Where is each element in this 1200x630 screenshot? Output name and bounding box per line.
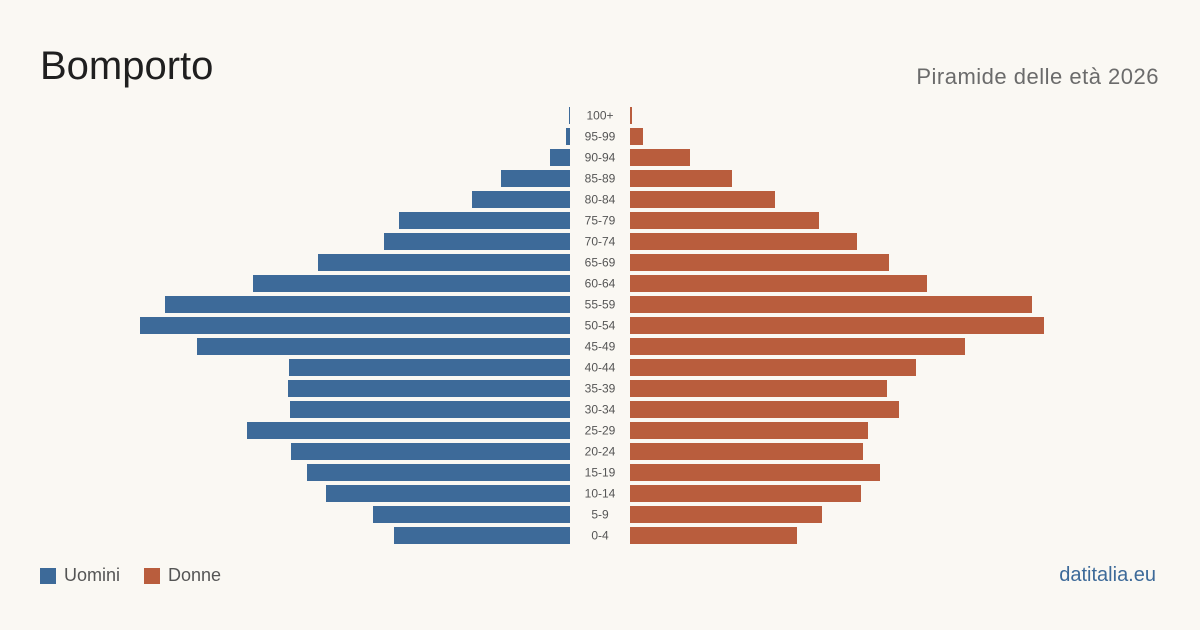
bar-women-40-44 [630,359,916,376]
bar-women-10-14 [630,485,861,502]
bar-women-20-24 [630,443,863,460]
bar-men-45-49 [197,338,570,355]
bar-men-95-99 [566,128,570,145]
age-label-70-74: 70-74 [585,235,616,249]
brand-link[interactable]: datitalia.eu [1059,564,1156,586]
age-label-5-9: 5-9 [591,508,609,522]
bar-men-30-34 [290,401,570,418]
legend-swatch-men [40,567,56,584]
bar-women-85-89 [630,170,732,187]
age-label-20-24: 20-24 [585,445,616,459]
bar-men-100+ [569,107,570,124]
age-label-85-89: 85-89 [585,172,616,186]
legend-item-women: Donne [144,565,221,586]
bar-women-60-64 [630,275,927,292]
bar-women-15-19 [630,464,880,481]
age-label-30-34: 30-34 [585,403,616,417]
age-label-45-49: 45-49 [585,340,616,354]
bar-men-90-94 [550,149,570,166]
bar-men-65-69 [318,254,570,271]
legend-item-men: Uomini [40,565,120,586]
bar-men-35-39 [288,380,570,397]
age-label-75-79: 75-79 [585,214,616,228]
bar-women-35-39 [630,380,887,397]
chart-subtitle: Piramide delle età 2026 [916,64,1159,89]
bar-women-90-94 [630,149,690,166]
bar-women-25-29 [630,422,868,439]
legend-label-men: Uomini [64,565,121,585]
chart-title: Bomporto [40,44,214,88]
bar-men-75-79 [399,212,570,229]
bar-men-5-9 [373,506,570,523]
bar-men-60-64 [253,275,570,292]
bar-women-75-79 [630,212,819,229]
bar-men-25-29 [247,422,570,439]
bar-women-5-9 [630,506,822,523]
legend: Uomini Donne [40,565,221,586]
age-label-80-84: 80-84 [585,193,616,207]
bar-men-50-54 [140,317,570,334]
bar-men-85-89 [501,170,570,187]
age-label-50-54: 50-54 [585,319,616,333]
legend-label-women: Donne [168,565,222,585]
bar-men-55-59 [165,296,570,313]
age-label-15-19: 15-19 [585,466,616,480]
bar-women-100+ [630,107,632,124]
bar-men-10-14 [326,485,570,502]
age-label-0-4: 0-4 [591,529,609,543]
bar-men-15-19 [307,464,570,481]
age-label-95-99: 95-99 [585,130,616,144]
bar-women-80-84 [630,191,775,208]
age-label-10-14: 10-14 [585,487,616,501]
age-label-25-29: 25-29 [585,424,616,438]
bar-women-0-4 [630,527,797,544]
bar-men-40-44 [289,359,570,376]
bar-men-80-84 [472,191,570,208]
legend-swatch-women [144,567,161,584]
age-label-40-44: 40-44 [585,361,616,375]
age-label-100+: 100+ [586,109,613,123]
age-label-55-59: 55-59 [585,298,616,312]
age-label-90-94: 90-94 [585,151,616,165]
bar-men-70-74 [384,233,570,250]
bar-men-0-4 [394,527,570,544]
age-label-65-69: 65-69 [585,256,616,270]
age-label-60-64: 60-64 [585,277,616,291]
bar-women-45-49 [630,338,965,355]
bar-women-50-54 [630,317,1044,334]
bar-women-95-99 [630,128,643,145]
bar-women-65-69 [630,254,889,271]
age-label-35-39: 35-39 [585,382,616,396]
bar-men-20-24 [291,443,570,460]
bar-women-55-59 [630,296,1032,313]
bar-women-30-34 [630,401,899,418]
bar-women-70-74 [630,233,857,250]
